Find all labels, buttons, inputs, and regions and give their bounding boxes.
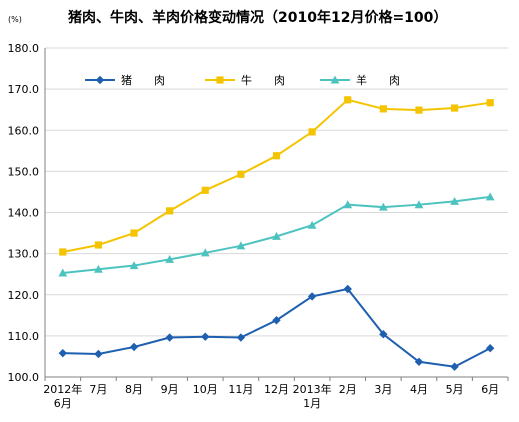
y-tick-label: 140.0 (8, 207, 40, 220)
data-point (166, 207, 174, 215)
series-1 (58, 284, 495, 371)
data-point (272, 152, 281, 160)
y-tick-label: 150.0 (8, 165, 40, 178)
x-tick-label: 12月 (264, 383, 289, 396)
series-line (62, 287, 491, 368)
legend-label: 羊 肉 (356, 73, 400, 87)
data-point (307, 220, 317, 229)
data-point (58, 348, 68, 358)
data-point (201, 332, 210, 341)
data-point (58, 268, 68, 277)
data-point (379, 330, 388, 339)
legend-marker (95, 75, 105, 85)
data-point (378, 202, 388, 211)
data-point (200, 248, 210, 257)
y-tick-label: 180.0 (8, 42, 40, 55)
y-tick-label: 160.0 (8, 124, 40, 137)
legend-marker (216, 76, 224, 84)
data-point (59, 248, 67, 256)
series-line (62, 98, 491, 253)
data-point (236, 333, 246, 342)
x-tick-label: 6月 (481, 383, 499, 396)
data-point (414, 200, 424, 209)
data-point (485, 192, 495, 201)
y-tick-label: 120.0 (8, 289, 40, 302)
data-point (165, 333, 174, 342)
chart-title: 猪肉、牛肉、羊肉价格变动情况（2010年12月价格=100） (67, 9, 447, 26)
data-point (486, 99, 494, 107)
data-point (450, 196, 459, 205)
legend-item: 猪 肉 (85, 74, 165, 87)
data-point (379, 105, 387, 113)
legend-item: 羊 肉 (320, 73, 400, 87)
plot-area: 100.0 110.0 120.0 130.0 140.0 150.0 160.0 170.0… (8, 42, 509, 410)
data-point (129, 342, 139, 352)
data-point (450, 362, 459, 371)
data-point (129, 261, 139, 270)
y-tick-label: 130.0 (8, 248, 40, 261)
legend-label: 猪 肉 (121, 74, 165, 87)
series-2 (59, 96, 494, 256)
x-tick-label: 4月 (410, 383, 428, 396)
x-tick-label: 3月 (374, 383, 392, 396)
data-point (272, 231, 281, 240)
y-tick-label: 100.0 (8, 371, 40, 384)
x-tick-label: 11月 (228, 383, 253, 396)
data-point (94, 264, 103, 273)
data-point (272, 316, 281, 325)
y-unit-label: (%) (8, 15, 22, 24)
x-tick-label: 2013年 1月 (293, 382, 332, 410)
legend-marker (330, 75, 340, 84)
legend-item: 牛 肉 (205, 73, 285, 87)
data-point (94, 241, 103, 249)
data-point (415, 106, 423, 114)
x-tick-label: 2012年 6月 (43, 382, 82, 410)
data-point (201, 186, 209, 194)
x-tick-label: 2月 (339, 383, 357, 396)
legend-label: 牛 肉 (241, 73, 285, 87)
data-point (414, 357, 424, 366)
x-tick-label: 10月 (193, 383, 218, 396)
x-tick-label: 5月 (446, 383, 464, 396)
data-point (343, 284, 352, 294)
data-point (344, 96, 352, 104)
data-point (94, 349, 103, 359)
data-point (307, 292, 317, 301)
series-3 (58, 192, 495, 277)
data-point (237, 170, 245, 178)
data-point (236, 241, 246, 250)
y-tick-label: 110.0 (8, 330, 40, 343)
data-point (130, 229, 138, 237)
x-tick-label: 7月 (89, 383, 107, 396)
x-tick-label: 9月 (161, 383, 179, 396)
y-tick-label: 170.0 (8, 83, 40, 96)
x-tick-label: 8月 (125, 383, 143, 396)
data-point (450, 104, 459, 112)
data-point (308, 128, 316, 136)
data-point (485, 344, 495, 353)
data-point (165, 254, 175, 263)
data-point (343, 200, 353, 209)
